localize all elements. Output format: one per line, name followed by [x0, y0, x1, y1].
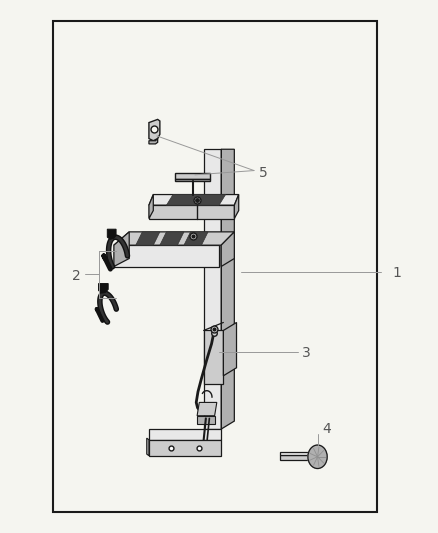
Polygon shape: [149, 139, 158, 144]
Text: 1: 1: [392, 266, 401, 280]
Polygon shape: [149, 195, 239, 205]
Polygon shape: [160, 232, 184, 245]
Polygon shape: [234, 195, 239, 219]
Polygon shape: [204, 149, 221, 429]
Polygon shape: [221, 232, 234, 266]
Polygon shape: [114, 245, 219, 266]
Polygon shape: [223, 322, 237, 376]
Polygon shape: [114, 232, 129, 266]
Polygon shape: [147, 438, 149, 456]
Polygon shape: [204, 330, 223, 384]
Text: 2: 2: [72, 269, 81, 282]
Polygon shape: [149, 195, 153, 219]
Polygon shape: [149, 429, 221, 440]
Polygon shape: [280, 452, 315, 455]
Polygon shape: [136, 232, 160, 245]
Polygon shape: [149, 440, 221, 456]
Polygon shape: [184, 232, 208, 245]
Polygon shape: [107, 229, 116, 239]
Bar: [53, 21, 377, 512]
Polygon shape: [197, 416, 215, 424]
Polygon shape: [175, 179, 210, 181]
Polygon shape: [166, 195, 226, 205]
Text: 3: 3: [302, 346, 311, 360]
Polygon shape: [175, 173, 210, 179]
Polygon shape: [149, 205, 234, 219]
Polygon shape: [114, 232, 234, 245]
Polygon shape: [197, 402, 217, 416]
Text: 5: 5: [259, 166, 268, 180]
Polygon shape: [149, 119, 160, 141]
Polygon shape: [221, 149, 234, 429]
Text: 4: 4: [322, 422, 331, 436]
Circle shape: [308, 445, 327, 469]
Polygon shape: [99, 284, 108, 293]
Polygon shape: [280, 455, 315, 460]
